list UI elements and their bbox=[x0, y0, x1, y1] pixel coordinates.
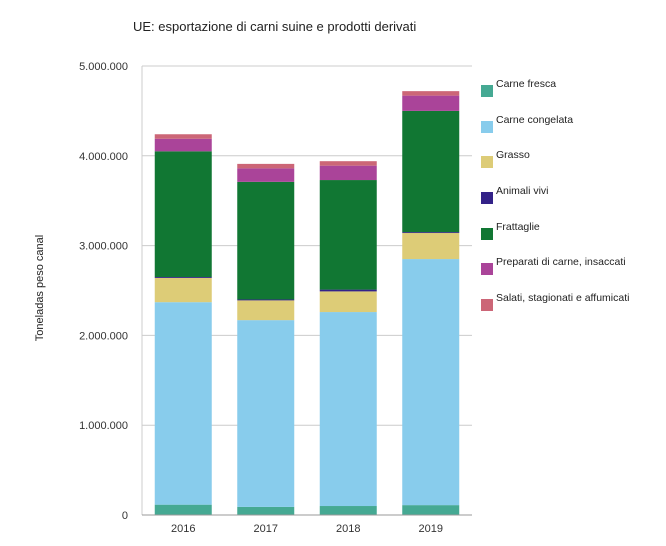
x-tick-label: 2017 bbox=[254, 523, 278, 535]
legend-swatch bbox=[481, 299, 493, 312]
bar-segment-carne-congelata-2018 bbox=[319, 312, 377, 507]
legend-label: Carne fresca bbox=[496, 78, 557, 90]
bar-segment-salati-stagionati-e-affumicati-2019 bbox=[402, 91, 460, 96]
legend-swatch bbox=[481, 120, 493, 133]
legend-swatch bbox=[481, 263, 493, 276]
y-tick-label: 0 bbox=[122, 510, 128, 522]
bar-segment-animali-vivi-2018 bbox=[319, 289, 377, 292]
bar-segment-grasso-2016 bbox=[154, 277, 212, 303]
chart-title: UE: esportazione di carni suine e prodot… bbox=[133, 19, 417, 34]
y-tick-label: 2.000.000 bbox=[79, 330, 128, 342]
legend-label: Carne congelata bbox=[496, 113, 574, 126]
bar-segment-preparati-di-carne-insaccati-2018 bbox=[319, 165, 377, 181]
bar-segment-salati-stagionati-e-affumicati-2018 bbox=[319, 161, 377, 166]
y-tick-label: 4.000.000 bbox=[79, 151, 128, 163]
legend-label: Frattaglie bbox=[496, 220, 540, 233]
x-tick-label: 2018 bbox=[336, 523, 360, 535]
x-tick-label: 2016 bbox=[171, 523, 195, 535]
legend-label: Grasso bbox=[496, 149, 530, 162]
bar-segment-carne-fresca-2017 bbox=[237, 506, 295, 515]
legend-label: Animali vivi bbox=[496, 185, 549, 198]
bar-segment-salati-stagionati-e-affumicati-2017 bbox=[237, 163, 295, 169]
bar-segment-animali-vivi-2016 bbox=[154, 277, 212, 278]
bar-segment-preparati-di-carne-insaccati-2016 bbox=[154, 138, 212, 152]
bar-segment-frattaglie-2019 bbox=[402, 110, 460, 233]
bar-segment-frattaglie-2018 bbox=[319, 180, 377, 290]
bar-segment-carne-congelata-2017 bbox=[237, 320, 295, 507]
bar-segment-carne-congelata-2019 bbox=[402, 259, 460, 506]
x-tick-label: 2019 bbox=[419, 523, 443, 535]
bar-segment-animali-vivi-2019 bbox=[402, 232, 460, 234]
bar-segment-frattaglie-2016 bbox=[154, 151, 212, 278]
legend-label: Preparati di carne, insaccati bbox=[496, 256, 626, 269]
y-tick-label: 5.000.000 bbox=[79, 61, 128, 73]
y-tick-label: 3.000.000 bbox=[79, 241, 128, 253]
legend-swatch bbox=[481, 85, 493, 97]
bar-segment-preparati-di-carne-insaccati-2017 bbox=[237, 168, 295, 182]
bar-segment-salati-stagionati-e-affumicati-2016 bbox=[154, 134, 212, 139]
bar-segment-grasso-2019 bbox=[402, 233, 460, 260]
bar-segment-preparati-di-carne-insaccati-2019 bbox=[402, 95, 460, 111]
bar-segment-carne-fresca-2019 bbox=[402, 505, 460, 515]
bar-segment-carne-fresca-2016 bbox=[154, 504, 212, 515]
legend-swatch bbox=[481, 192, 493, 205]
legend-swatch bbox=[481, 156, 493, 169]
bar-segment-grasso-2018 bbox=[319, 291, 377, 313]
y-tick-label: 1.000.000 bbox=[79, 420, 128, 432]
bar-segment-grasso-2017 bbox=[237, 300, 295, 321]
bar-segment-frattaglie-2017 bbox=[237, 181, 295, 300]
legend-swatch bbox=[481, 227, 493, 240]
bar-segment-carne-congelata-2016 bbox=[154, 302, 212, 505]
legend-label: Salati, stagionati e affumicati bbox=[496, 292, 630, 305]
bar-segment-carne-fresca-2018 bbox=[319, 506, 377, 515]
bar-segment-animali-vivi-2017 bbox=[237, 299, 295, 301]
